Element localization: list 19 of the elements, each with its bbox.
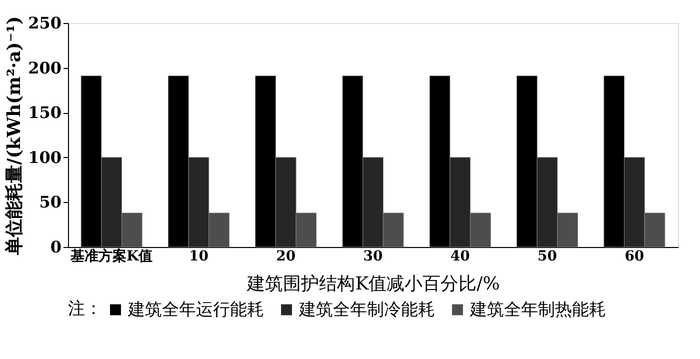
- x-tick-label: 50: [538, 248, 558, 264]
- y-tick-label: 0: [50, 238, 62, 256]
- legend-label: 建筑全年运行能耗: [127, 300, 264, 320]
- y-tick-label: 200: [28, 58, 62, 78]
- legend-title: 注：: [68, 299, 102, 319]
- x-tick-label: 60: [624, 248, 644, 264]
- y-tick-label: 150: [28, 103, 62, 122]
- x-tick-label: 基准方案K值: [69, 248, 153, 264]
- y-axis-title: 单位能耗量/(kWh(m²·a)⁻¹): [4, 16, 26, 256]
- y-tick-label: 50: [39, 192, 62, 212]
- y-tick-label: 250: [28, 14, 62, 32]
- x-tick-label: 20: [276, 248, 296, 264]
- y-tick-label: 100: [28, 148, 62, 167]
- x-axis-title: 建筑围护结构K值减小百分比/%: [246, 274, 500, 294]
- x-tick-label: 30: [363, 248, 383, 264]
- legend-label: 建筑全年制冷能耗: [298, 300, 435, 320]
- x-tick-label: 10: [188, 248, 209, 264]
- x-tick-label: 40: [450, 248, 470, 264]
- legend-label: 建筑全年制热能耗: [469, 300, 606, 320]
